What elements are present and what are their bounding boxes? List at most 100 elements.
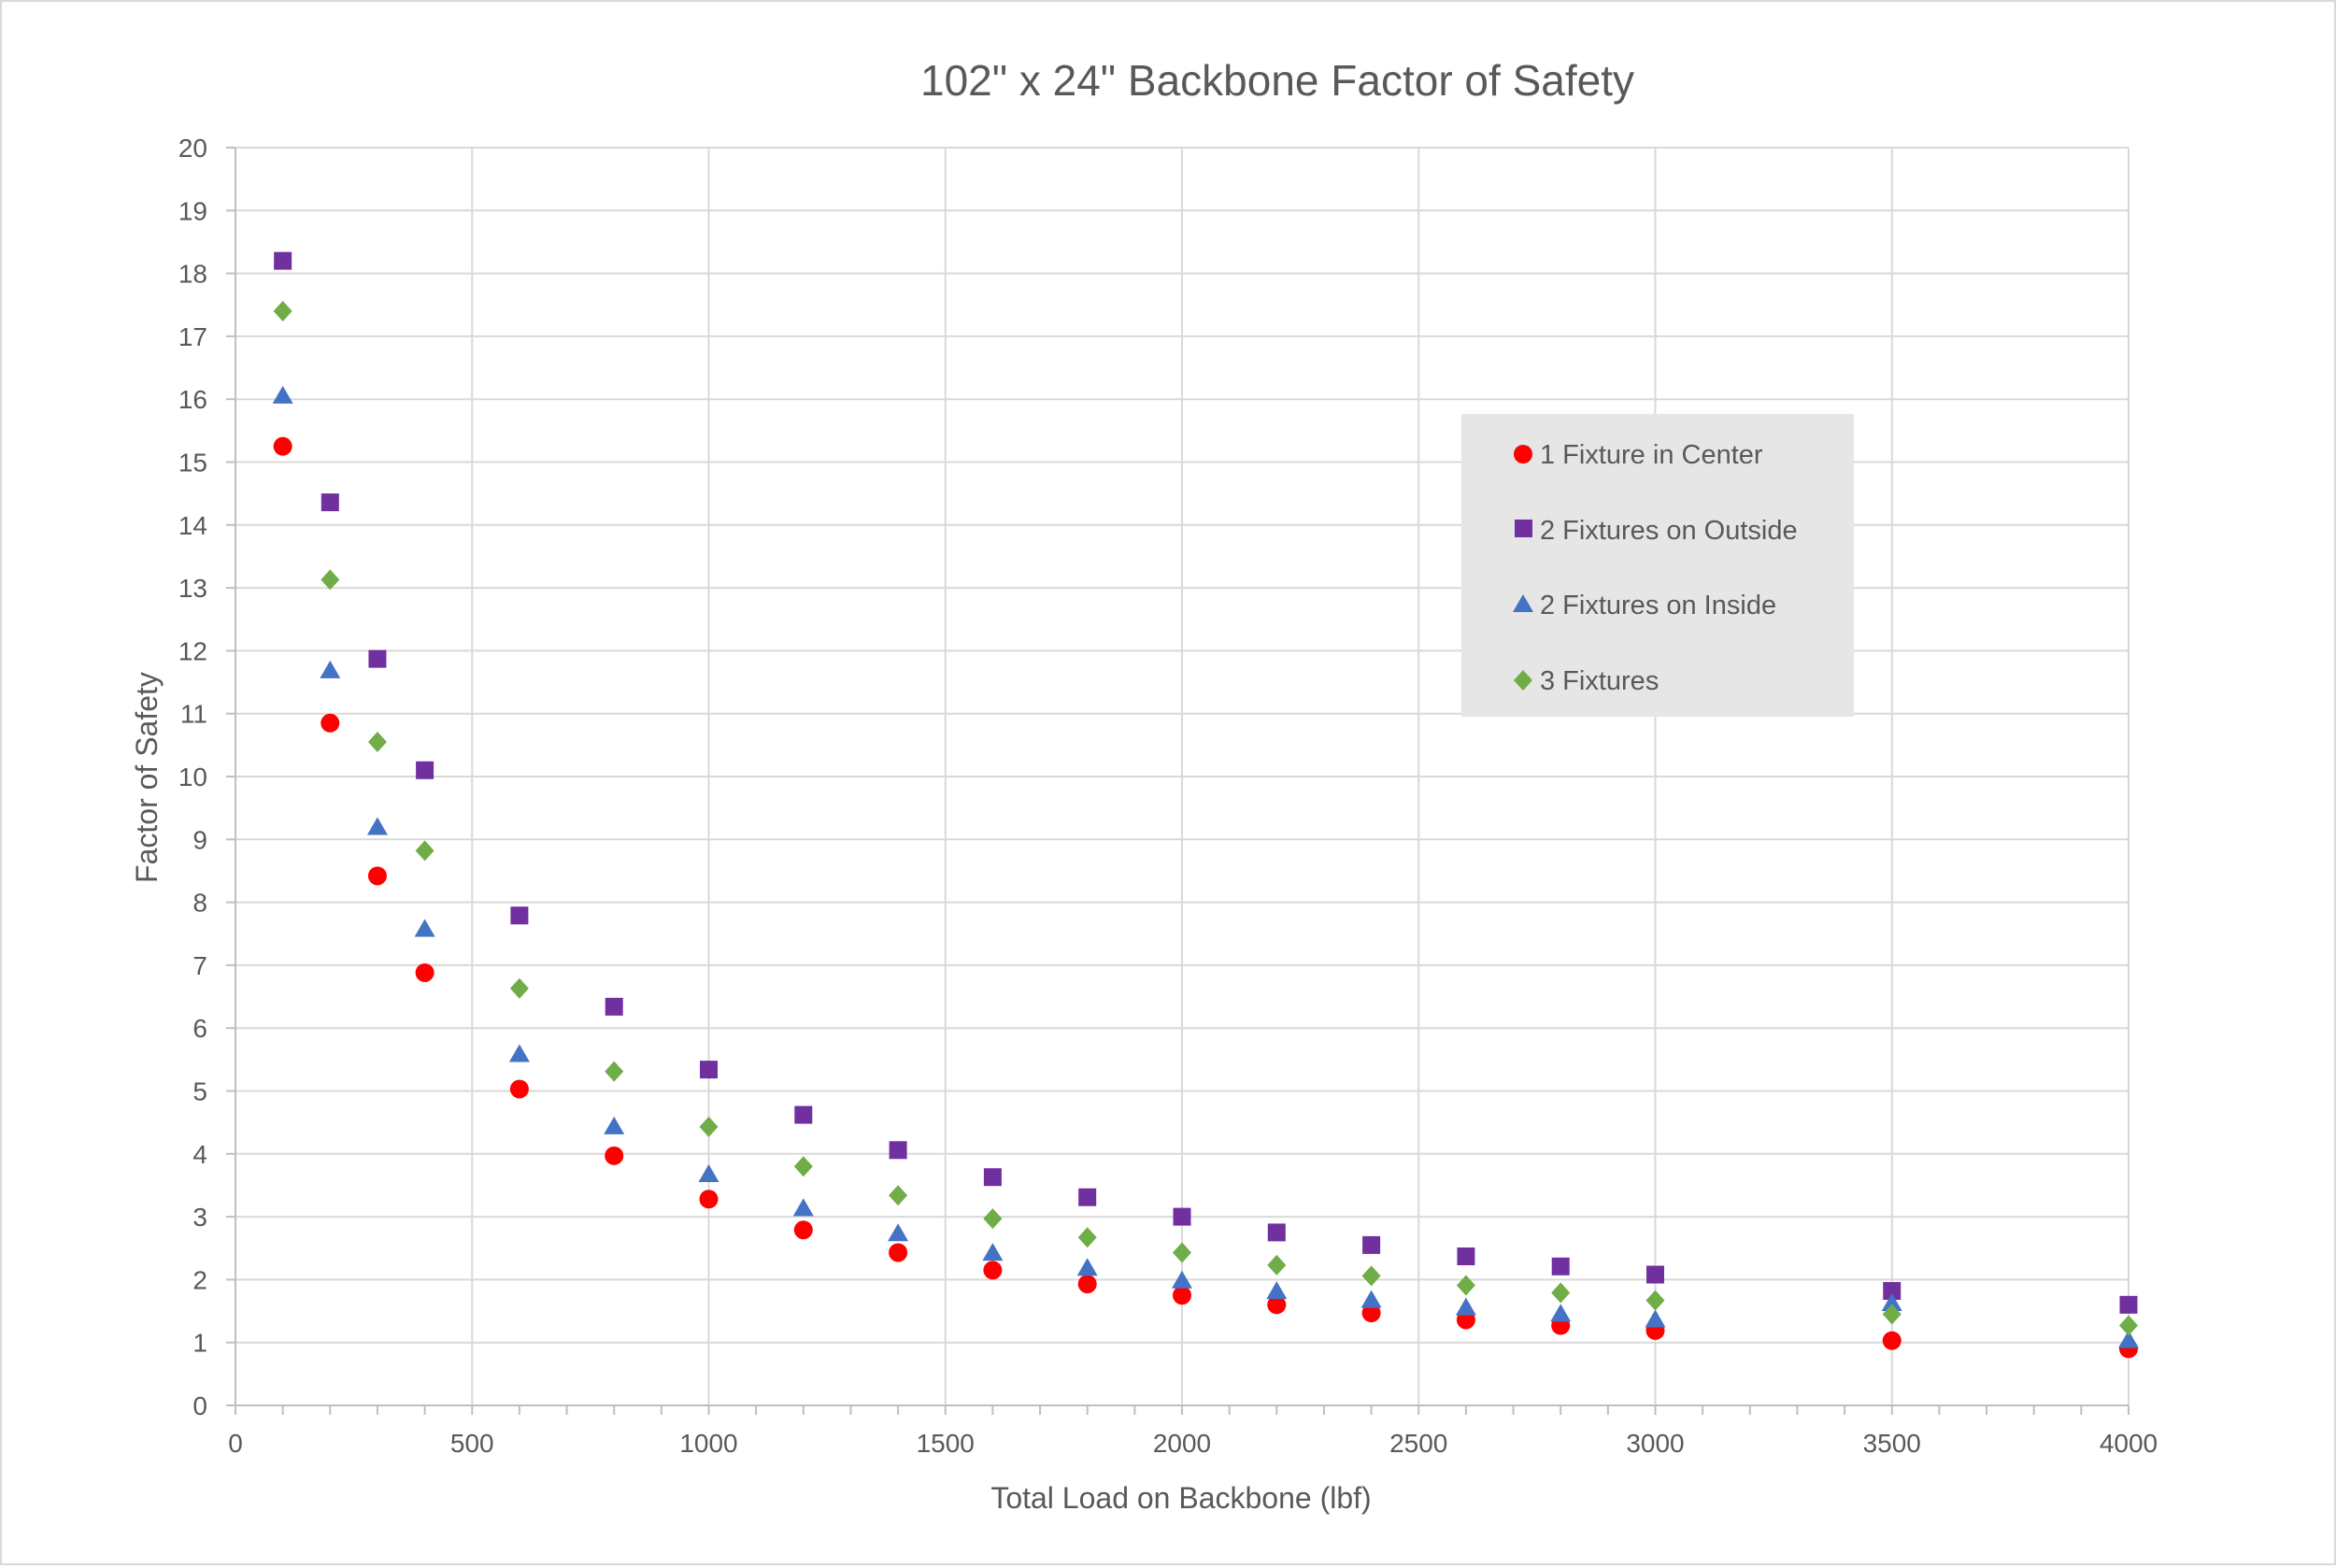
x-tick-label: 2500 bbox=[1389, 1429, 1447, 1458]
data-point-circle bbox=[793, 1220, 813, 1240]
data-point-diamond bbox=[1456, 1275, 1475, 1296]
data-point-circle bbox=[273, 436, 292, 456]
legend-label: 2 Fixtures on Outside bbox=[1540, 516, 1798, 546]
data-point-diamond bbox=[1173, 1242, 1191, 1263]
y-axis-label: Factor of Safety bbox=[130, 672, 164, 883]
data-point-triangle bbox=[272, 385, 293, 404]
y-tick-label: 6 bbox=[192, 1014, 207, 1043]
data-point-square bbox=[889, 1141, 907, 1160]
y-tick-label: 20 bbox=[178, 134, 207, 163]
y-tick-label: 2 bbox=[192, 1265, 207, 1294]
axes bbox=[226, 147, 2129, 1415]
data-point-circle bbox=[1173, 1286, 1191, 1305]
data-point-diamond bbox=[1882, 1304, 1902, 1325]
y-tick-label: 17 bbox=[178, 322, 207, 351]
data-point-diamond bbox=[1077, 1227, 1097, 1248]
y-tick-label: 14 bbox=[178, 511, 207, 540]
y-tick-label: 16 bbox=[178, 385, 207, 414]
data-point-square bbox=[510, 906, 529, 925]
data-point-diamond bbox=[415, 840, 434, 862]
x-tick-label: 1000 bbox=[679, 1429, 737, 1458]
y-tick-label: 4 bbox=[192, 1140, 207, 1169]
legend-item: 1 Fixture in Center bbox=[1514, 440, 1763, 470]
y-tick-label: 15 bbox=[178, 449, 207, 478]
legend-item: 2 Fixtures on Inside bbox=[1513, 591, 1776, 620]
data-point-square bbox=[2119, 1295, 2138, 1314]
data-point-diamond bbox=[320, 569, 340, 591]
y-tick-label: 19 bbox=[178, 196, 207, 225]
data-point-diamond bbox=[2119, 1315, 2138, 1336]
legend-marker-square bbox=[1515, 520, 1532, 537]
data-point-square bbox=[1646, 1265, 1664, 1284]
data-point-triangle bbox=[888, 1223, 909, 1242]
y-tick-label: 5 bbox=[192, 1077, 207, 1106]
data-point-triangle bbox=[698, 1164, 719, 1183]
x-tick-label: 2000 bbox=[1153, 1429, 1211, 1458]
data-point-square bbox=[1362, 1235, 1381, 1254]
x-tick-label: 1500 bbox=[917, 1429, 975, 1458]
y-tick-label: 9 bbox=[192, 825, 207, 854]
data-point-triangle bbox=[1172, 1270, 1192, 1289]
legend-item: 3 Fixtures bbox=[1514, 666, 1659, 696]
y-tick-label: 13 bbox=[178, 574, 207, 603]
data-point-triangle bbox=[1645, 1309, 1666, 1328]
x-tick-label: 500 bbox=[450, 1429, 494, 1458]
data-point-diamond bbox=[1645, 1290, 1665, 1311]
data-point-diamond bbox=[605, 1061, 624, 1082]
data-point-square bbox=[1883, 1282, 1902, 1301]
legend-marker-diamond bbox=[1514, 670, 1532, 691]
data-point-diamond bbox=[1551, 1282, 1571, 1304]
data-point-circle bbox=[415, 962, 434, 982]
data-point-diamond bbox=[1267, 1254, 1287, 1276]
data-point-circle bbox=[1882, 1331, 1902, 1350]
data-point-square bbox=[320, 493, 339, 512]
data-point-square bbox=[1551, 1257, 1570, 1276]
data-point-triangle bbox=[1076, 1258, 1098, 1276]
legend-label: 2 Fixtures on Inside bbox=[1540, 591, 1776, 620]
data-point-circle bbox=[889, 1243, 908, 1262]
data-point-triangle bbox=[604, 1116, 625, 1134]
legend-label: 3 Fixtures bbox=[1540, 666, 1659, 696]
data-point-circle bbox=[605, 1146, 624, 1165]
data-point-square bbox=[368, 649, 387, 668]
y-tick-label: 3 bbox=[192, 1203, 207, 1232]
y-tick-label: 18 bbox=[178, 260, 207, 289]
data-point-square bbox=[1173, 1207, 1191, 1226]
data-point-circle bbox=[1361, 1304, 1381, 1323]
x-axis-label: Total Load on Backbone (lbf) bbox=[990, 1481, 1371, 1515]
x-tick-label: 4000 bbox=[2100, 1429, 2158, 1458]
legend-label: 1 Fixture in Center bbox=[1540, 440, 1763, 470]
data-point-circle bbox=[983, 1261, 1003, 1280]
data-point-square bbox=[1078, 1188, 1097, 1206]
data-point-circle bbox=[509, 1079, 529, 1099]
data-point-circle bbox=[320, 713, 340, 733]
data-point-diamond bbox=[793, 1156, 813, 1177]
y-tick-label: 11 bbox=[180, 700, 207, 729]
y-tick-label: 12 bbox=[178, 636, 207, 665]
data-markers bbox=[272, 251, 2139, 1359]
data-point-square bbox=[416, 761, 434, 779]
y-tick-label: 0 bbox=[192, 1391, 207, 1420]
y-tick-label: 7 bbox=[192, 951, 207, 980]
data-point-triangle bbox=[1266, 1281, 1288, 1300]
data-point-square bbox=[794, 1105, 813, 1124]
data-point-diamond bbox=[273, 300, 292, 321]
data-point-diamond bbox=[509, 977, 529, 999]
legend-item: 2 Fixtures on Outside bbox=[1515, 516, 1798, 546]
data-point-diamond bbox=[699, 1116, 719, 1137]
y-tick-label: 1 bbox=[192, 1329, 207, 1358]
data-point-triangle bbox=[508, 1044, 530, 1062]
data-point-square bbox=[274, 251, 292, 270]
data-point-triangle bbox=[1360, 1290, 1382, 1308]
y-tick-label: 8 bbox=[192, 889, 207, 918]
data-point-triangle bbox=[982, 1243, 1004, 1262]
y-tick-label: 10 bbox=[178, 763, 207, 791]
data-point-square bbox=[1457, 1247, 1475, 1265]
data-point-circle bbox=[367, 866, 387, 886]
x-tick-label: 3500 bbox=[1863, 1429, 1921, 1458]
legend-marker-triangle bbox=[1513, 594, 1533, 612]
data-point-triangle bbox=[414, 919, 435, 937]
